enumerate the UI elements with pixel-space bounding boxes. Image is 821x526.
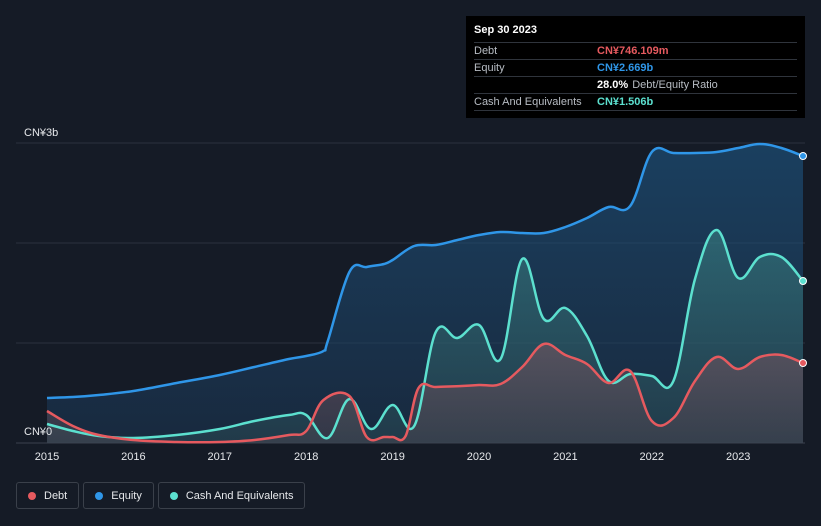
legend-label-cash: Cash And Equivalents xyxy=(185,489,294,502)
data-tooltip: Sep 30 2023 Debt CN¥746.109m Equity CN¥2… xyxy=(466,16,805,118)
series-end-dots xyxy=(799,152,807,367)
legend-label-debt: Debt xyxy=(44,489,68,502)
legend-dot-debt xyxy=(28,491,36,500)
y-axis-top-label: CN¥3b xyxy=(24,127,58,139)
series-lines xyxy=(46,142,804,444)
tooltip-debt-label: Debt xyxy=(474,45,498,57)
x-tick-label: 2016 xyxy=(121,451,145,463)
line-cash-and-equivalents xyxy=(46,228,804,440)
x-tick-label: 2020 xyxy=(467,451,491,463)
series-areas xyxy=(47,144,803,443)
legend-item-equity[interactable]: Equity xyxy=(83,482,154,509)
line-equity xyxy=(46,142,804,400)
x-tick-label: 2019 xyxy=(380,451,404,463)
end-dot-cash-and-equivalents xyxy=(799,277,807,285)
x-tick-label: 2015 xyxy=(35,451,59,463)
x-tick-label: 2021 xyxy=(553,451,577,463)
tooltip-row-debt: Debt CN¥746.109m xyxy=(474,42,797,59)
end-dot-debt xyxy=(799,359,807,367)
tooltip-cash-value: CN¥1.506b xyxy=(597,96,654,108)
y-axis-bottom-label: CN¥0 xyxy=(24,426,52,438)
x-tick-label: 2022 xyxy=(640,451,664,463)
legend-label-equity: Equity xyxy=(111,489,142,502)
x-tick-label: 2018 xyxy=(294,451,318,463)
area-debt xyxy=(47,343,803,443)
x-tick-label: 2017 xyxy=(208,451,232,463)
tooltip-ratio-label: Debt/Equity Ratio xyxy=(632,79,718,91)
end-dot-equity xyxy=(799,152,807,160)
legend-item-debt[interactable]: Debt xyxy=(16,482,80,509)
tooltip-ratio-value: 28.0% xyxy=(597,79,629,91)
tooltip-equity-label: Equity xyxy=(474,62,505,74)
chart-legend: Debt Equity Cash And Equivalents xyxy=(16,482,306,509)
tooltip-row-cash: Cash And Equivalents CN¥1.506b xyxy=(474,93,797,111)
legend-dot-cash xyxy=(169,491,178,500)
x-tick-label: 2023 xyxy=(726,451,750,463)
x-axis-ticks: 2015 2016 2017 2018 2019 2020 2021 2022 2023 xyxy=(35,451,751,463)
tooltip-row-equity: Equity CN¥2.669b xyxy=(474,59,797,76)
tooltip-row-ratio: 28.0% Debt/Equity Ratio xyxy=(474,76,797,93)
tooltip-ratio-key xyxy=(474,77,597,93)
legend-dot-equity xyxy=(95,491,104,500)
line-debt xyxy=(46,342,804,444)
tooltip-cash-label: Cash And Equivalents xyxy=(474,96,582,108)
tooltip-debt-value: CN¥746.109m xyxy=(597,45,669,57)
legend-item-cash[interactable]: Cash And Equivalents xyxy=(157,482,306,509)
tooltip-equity-value: CN¥2.669b xyxy=(597,62,654,74)
area-equity xyxy=(47,144,803,443)
tooltip-date: Sep 30 2023 xyxy=(474,24,537,36)
